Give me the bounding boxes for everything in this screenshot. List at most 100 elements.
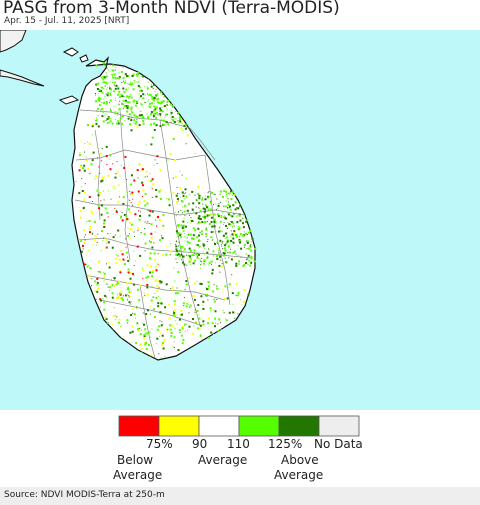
ndvi-pixel <box>227 206 229 208</box>
ndvi-pixel <box>163 119 166 122</box>
ndvi-pixel <box>194 194 196 196</box>
ndvi-pixel <box>232 311 235 314</box>
ndvi-pixel <box>104 207 107 210</box>
ndvi-pixel <box>136 245 139 248</box>
ndvi-pixel <box>211 290 213 292</box>
ndvi-pixel <box>196 321 198 323</box>
ndvi-pixel <box>174 159 177 161</box>
ndvi-pixel <box>243 289 246 291</box>
ndvi-pixel <box>234 307 236 309</box>
ndvi-pixel <box>117 282 120 285</box>
ndvi-pixel <box>166 328 168 331</box>
ndvi-pixel <box>228 311 231 314</box>
ndvi-pixel <box>196 310 199 313</box>
ndvi-pixel <box>160 357 162 359</box>
ndvi-pixel <box>121 95 124 97</box>
ndvi-pixel <box>146 309 149 312</box>
ndvi-pixel <box>91 278 93 280</box>
ndvi-pixel <box>147 275 150 278</box>
ndvi-pixel <box>183 124 186 127</box>
ndvi-pixel <box>152 344 154 346</box>
ndvi-pixel <box>195 244 197 246</box>
ndvi-pixel <box>182 206 184 208</box>
ndvi-pixel <box>175 194 178 197</box>
ndvi-pixel <box>113 70 115 72</box>
ndvi-pixel <box>142 269 145 272</box>
ndvi-pixel <box>161 235 163 237</box>
ndvi-pixel <box>146 293 149 296</box>
ndvi-pixel <box>149 173 151 174</box>
ndvi-pixel <box>159 109 162 112</box>
ndvi-pixel <box>115 319 117 321</box>
ndvi-pixel <box>159 113 162 116</box>
ndvi-pixel <box>141 329 143 331</box>
ndvi-pixel <box>138 124 141 127</box>
ndvi-pixel <box>186 254 188 256</box>
ndvi-pixel <box>202 215 205 218</box>
ndvi-pixel <box>179 234 182 237</box>
ndvi-pixel <box>159 320 161 322</box>
ndvi-pixel <box>138 114 141 117</box>
ndvi-pixel <box>149 305 151 307</box>
ndvi-pixel <box>99 152 102 155</box>
ndvi-pixel <box>207 322 209 325</box>
ndvi-pixel <box>183 305 185 307</box>
ndvi-pixel <box>108 117 111 120</box>
ndvi-pixel <box>234 250 236 253</box>
ndvi-pixel <box>154 108 157 111</box>
ndvi-pixel <box>139 254 142 257</box>
ndvi-pixel <box>176 314 178 316</box>
ndvi-pixel <box>123 263 126 266</box>
ndvi-pixel <box>112 329 114 330</box>
ndvi-pixel <box>194 321 197 324</box>
ndvi-pixel <box>163 101 165 103</box>
ndvi-pixel <box>196 256 197 258</box>
ndvi-pixel <box>75 181 77 182</box>
ndvi-pixel <box>148 214 151 217</box>
ndvi-pixel <box>135 306 138 309</box>
ndvi-pixel <box>181 226 184 229</box>
ndvi-pixel <box>146 86 148 88</box>
ndvi-pixel <box>149 271 152 274</box>
ndvi-pixel <box>229 208 232 211</box>
ndvi-pixel <box>117 321 120 324</box>
ndvi-pixel <box>147 210 149 211</box>
ndvi-pixel <box>175 243 177 245</box>
ndvi-pixel <box>107 256 109 258</box>
ndvi-pixel <box>202 197 204 199</box>
ndvi-pixel <box>189 233 192 236</box>
ndvi-pixel <box>155 269 158 272</box>
ndvi-pixel <box>225 224 227 227</box>
ndvi-pixel <box>173 303 176 306</box>
ndvi-pixel <box>173 341 175 343</box>
ndvi-pixel <box>171 290 173 292</box>
ndvi-pixel <box>170 332 173 334</box>
ndvi-pixel <box>91 134 93 136</box>
ndvi-pixel <box>149 94 152 97</box>
ndvi-pixel <box>157 280 160 283</box>
ndvi-pixel <box>126 101 129 103</box>
ndvi-pixel <box>102 190 104 192</box>
ndvi-pixel <box>239 236 241 238</box>
ndvi-pixel <box>112 185 115 188</box>
ndvi-pixel <box>194 300 196 302</box>
ndvi-pixel <box>96 277 99 280</box>
ndvi-pixel <box>145 313 148 315</box>
ndvi-pixel <box>171 116 174 118</box>
ndvi-pixel <box>128 222 131 224</box>
ndvi-pixel <box>221 246 222 247</box>
ndvi-pixel <box>177 235 179 237</box>
ndvi-pixel <box>103 219 106 222</box>
ndvi-pixel <box>95 298 97 300</box>
ndvi-pixel <box>173 121 176 123</box>
ndvi-pixel <box>97 118 98 120</box>
ndvi-pixel <box>120 287 122 289</box>
ndvi-pixel <box>154 316 156 319</box>
ndvi-pixel <box>184 323 186 326</box>
ndvi-pixel <box>78 206 80 208</box>
ndvi-pixel <box>167 329 169 330</box>
ndvi-pixel <box>239 219 242 222</box>
ndvi-pixel <box>193 254 195 256</box>
ndvi-pixel <box>216 285 218 287</box>
ndvi-pixel <box>136 288 139 291</box>
